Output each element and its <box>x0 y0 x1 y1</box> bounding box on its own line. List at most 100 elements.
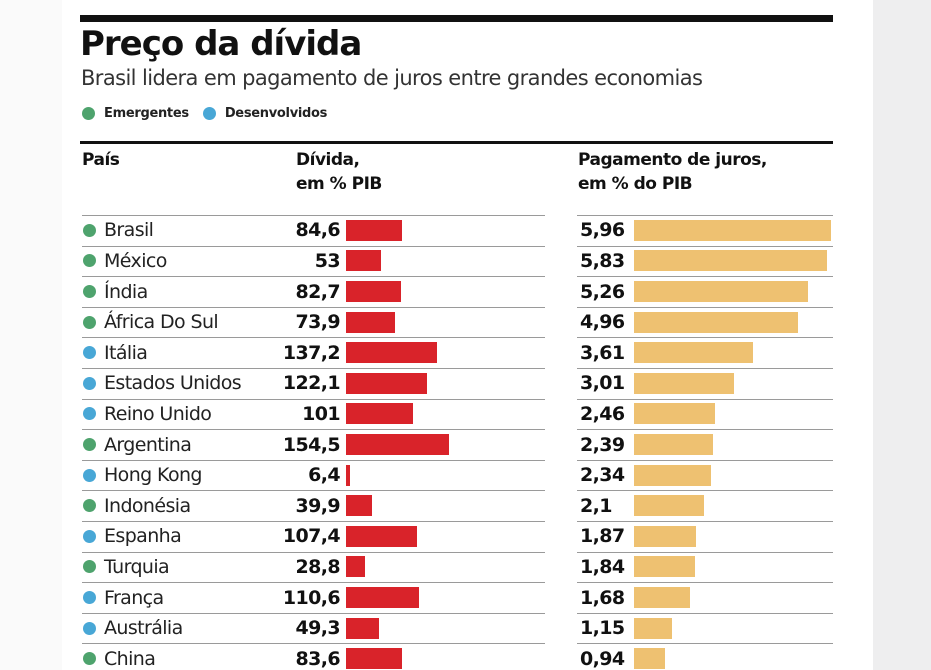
row-rule <box>577 245 833 247</box>
country-name: México <box>104 249 167 272</box>
row-rule <box>577 551 833 553</box>
country-dot-desenvolvido <box>83 376 96 390</box>
right-margin <box>873 0 931 670</box>
debt-value: 122,1 <box>282 372 341 395</box>
interest-bar <box>634 587 690 608</box>
country-dot-emergente <box>83 438 96 451</box>
debt-value: 28,8 <box>295 555 341 578</box>
row-rule <box>82 582 545 584</box>
row-rule <box>82 245 545 247</box>
debt-value: 49,3 <box>295 617 341 640</box>
country-name: Brasil <box>104 219 154 242</box>
interest-bar <box>634 311 799 333</box>
debt-value: 137,2 <box>282 341 341 364</box>
header-interest-line2: em % do PIB <box>578 174 693 194</box>
legend-item-desenvolvidos: Desenvolvidos <box>202 106 328 121</box>
legend-dot-emergentes <box>82 107 95 120</box>
country-name: Reino Unido <box>104 402 212 425</box>
country-dot-emergente <box>83 315 96 329</box>
interest-bar <box>634 617 673 639</box>
debt-value: 110,6 <box>282 586 341 609</box>
debt-value: 101 <box>302 402 340 425</box>
interest-value: 2,34 <box>580 464 625 487</box>
country-dot-emergente <box>83 285 96 298</box>
row-rule <box>577 398 833 400</box>
interest-value: 2,46 <box>580 402 625 425</box>
debt-bar <box>346 250 382 272</box>
country-name: Indonésia <box>104 494 191 517</box>
row-rule <box>82 337 545 339</box>
header-interest-line1: Pagamento de juros, <box>578 150 767 170</box>
interest-value: 3,01 <box>580 372 625 395</box>
interest-bar <box>634 495 704 517</box>
interest-value: 5,96 <box>580 219 625 242</box>
left-margin <box>0 0 62 670</box>
country-dot-desenvolvido <box>83 621 96 635</box>
chart-subtitle: Brasil lidera em pagamento de juros entr… <box>81 66 703 90</box>
row-rule <box>82 643 545 645</box>
country-dot-desenvolvido <box>83 407 96 421</box>
legend-item-emergentes: Emergentes <box>82 106 189 121</box>
row-rule <box>577 643 833 645</box>
country-dot-emergente <box>83 652 96 666</box>
interest-value: 3,61 <box>580 341 625 364</box>
debt-value: 107,4 <box>282 525 341 548</box>
header-debt-line1: Dívida, <box>296 150 360 170</box>
debt-bar <box>346 556 366 578</box>
country-name: Argentina <box>104 433 192 456</box>
country-dot-desenvolvido <box>83 529 96 543</box>
row-rule <box>577 368 833 369</box>
debt-value: 82,7 <box>295 280 341 303</box>
legend-label-desenvolvidos: Desenvolvidos <box>224 106 328 121</box>
country-dot-desenvolvido <box>83 591 96 604</box>
country-name: Espanha <box>104 525 182 548</box>
interest-value: 5,26 <box>580 280 625 303</box>
country-name: Itália <box>104 341 148 364</box>
country-name: Estados Unidos <box>104 372 242 395</box>
interest-bar <box>634 342 754 364</box>
interest-value: 1,15 <box>580 617 625 640</box>
interest-value: 5,83 <box>580 249 625 272</box>
row-rule <box>82 490 545 492</box>
row-rule <box>82 521 545 522</box>
debt-value: 39,9 <box>295 494 341 517</box>
country-dot-emergente <box>83 499 96 513</box>
debt-bar <box>346 648 402 670</box>
country-dot-desenvolvido <box>83 468 96 482</box>
country-dot-emergente <box>83 560 96 574</box>
interest-bar <box>634 281 809 302</box>
row-rule <box>577 521 833 522</box>
header-rule <box>80 141 833 144</box>
country-name: Austrália <box>104 617 183 640</box>
row-rule <box>577 490 833 492</box>
debt-bar <box>346 219 403 241</box>
row-rule <box>577 582 833 584</box>
interest-value: 2,1 <box>580 494 612 517</box>
debt-bar <box>346 372 428 394</box>
country-dot-desenvolvido <box>83 346 96 360</box>
debt-value: 84,6 <box>295 219 341 242</box>
interest-bar <box>634 250 827 272</box>
debt-bar <box>346 281 401 302</box>
row-rule <box>82 276 545 278</box>
interest-bar <box>634 648 666 670</box>
interest-value: 1,68 <box>580 586 625 609</box>
country-name: França <box>104 586 164 609</box>
debt-bar <box>346 403 414 425</box>
debt-bar <box>346 464 351 486</box>
interest-value: 4,96 <box>580 311 625 334</box>
country-name: África Do Sul <box>104 311 219 334</box>
header-country: País <box>82 150 120 170</box>
header-interest: Pagamento de juros, em % do PIB <box>578 148 767 196</box>
debt-bar <box>346 311 396 333</box>
row-rule <box>82 429 545 431</box>
legend-label-emergentes: Emergentes <box>104 106 189 121</box>
legend-dot-desenvolvidos <box>202 107 216 120</box>
interest-value: 0,94 <box>580 647 625 670</box>
interest-bar <box>634 434 714 455</box>
debt-value: 6,4 <box>308 464 340 487</box>
debt-value: 73,9 <box>295 311 341 334</box>
row-rule <box>577 429 833 431</box>
row-rule <box>577 459 833 461</box>
